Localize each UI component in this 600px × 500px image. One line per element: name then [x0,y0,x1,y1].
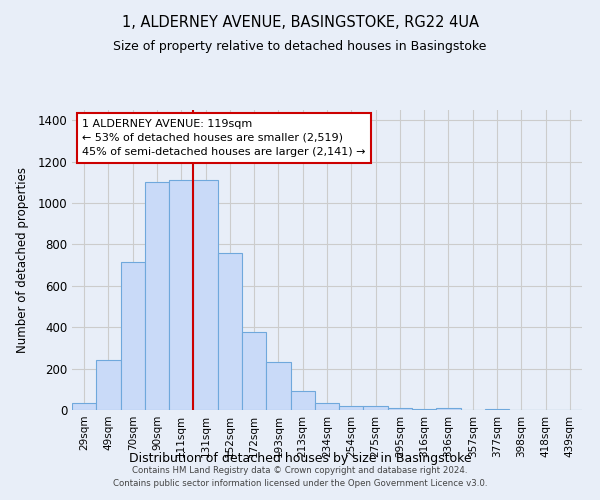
Bar [145,182,169,410]
Bar [436,408,461,410]
Bar [485,409,509,410]
Bar [412,409,436,410]
Y-axis label: Number of detached properties: Number of detached properties [16,167,29,353]
Bar [169,180,193,410]
Text: Contains HM Land Registry data © Crown copyright and database right 2024.
Contai: Contains HM Land Registry data © Crown c… [113,466,487,487]
Bar [315,403,339,410]
Bar [364,406,388,410]
Text: Distribution of detached houses by size in Basingstoke: Distribution of detached houses by size … [128,452,472,465]
Bar [121,262,145,410]
Bar [266,362,290,410]
Text: Size of property relative to detached houses in Basingstoke: Size of property relative to detached ho… [113,40,487,53]
Bar [290,392,315,410]
Text: 1 ALDERNEY AVENUE: 119sqm
← 53% of detached houses are smaller (2,519)
45% of se: 1 ALDERNEY AVENUE: 119sqm ← 53% of detac… [82,119,366,157]
Bar [339,406,364,410]
Bar [218,253,242,410]
Bar [388,408,412,410]
Text: 1, ALDERNEY AVENUE, BASINGSTOKE, RG22 4UA: 1, ALDERNEY AVENUE, BASINGSTOKE, RG22 4U… [121,15,479,30]
Bar [96,360,121,410]
Bar [193,180,218,410]
Bar [72,403,96,410]
Bar [242,332,266,410]
